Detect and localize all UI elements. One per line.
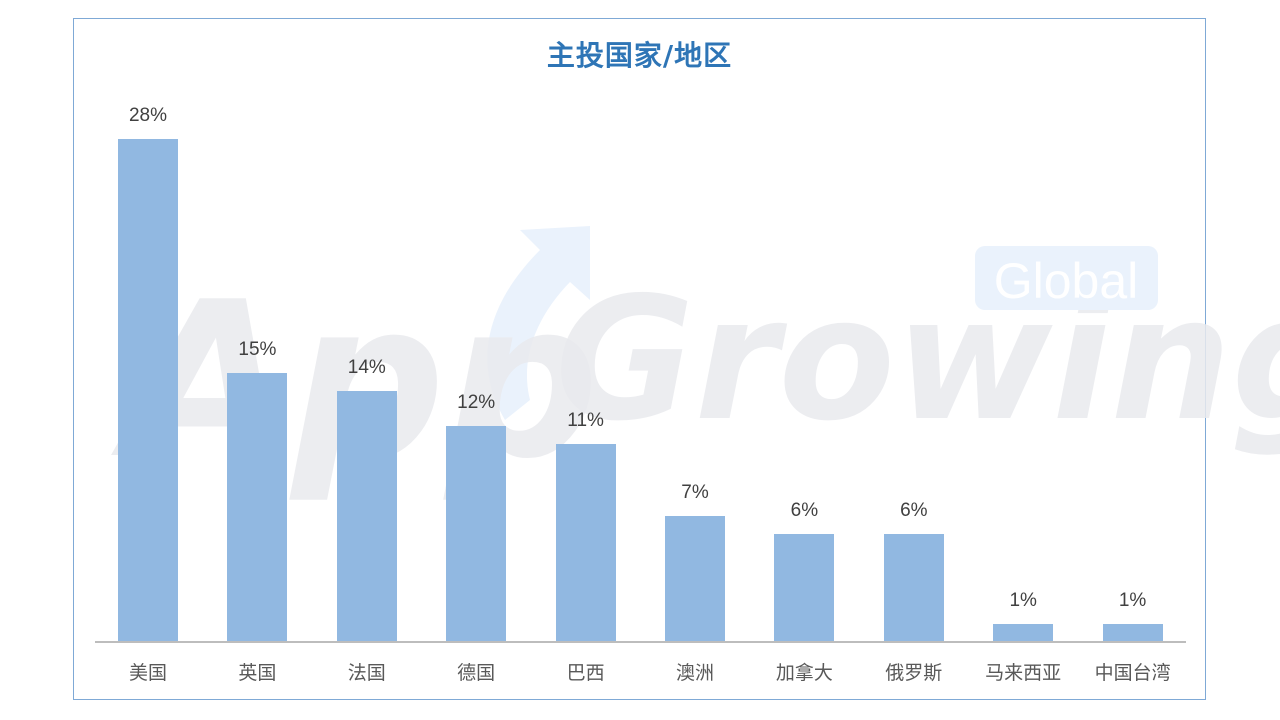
x-axis-line — [95, 641, 1186, 643]
category-label: 德国 — [457, 662, 496, 684]
category-label: 英国 — [238, 662, 277, 684]
data-label: 7% — [681, 482, 709, 504]
category-label: 马来西亚 — [985, 662, 1062, 684]
data-label: 28% — [128, 105, 168, 126]
bar — [665, 516, 725, 642]
bar — [993, 624, 1054, 642]
category-label: 加拿大 — [775, 662, 833, 684]
category-label: 巴西 — [566, 662, 605, 684]
bar — [1102, 624, 1163, 642]
category-label: 美国 — [128, 662, 167, 684]
category-label: 中国台湾 — [1094, 662, 1171, 684]
bar — [227, 372, 288, 642]
data-label: 12% — [457, 392, 496, 414]
data-label: 1% — [1009, 590, 1037, 612]
chart-title: 主投国家/地区 — [546, 39, 733, 72]
bar — [446, 426, 507, 642]
category-label: 法国 — [347, 662, 386, 684]
category-label: 俄罗斯 — [885, 662, 943, 684]
data-label: 1% — [1118, 590, 1147, 612]
data-label: 15% — [238, 338, 277, 360]
bar — [336, 390, 397, 642]
data-label: 6% — [900, 500, 928, 522]
bar — [118, 139, 178, 642]
data-label: 14% — [347, 356, 386, 378]
data-label: 11% — [567, 410, 604, 432]
data-label: 6% — [790, 500, 819, 522]
bar — [774, 534, 835, 642]
bar — [555, 444, 616, 642]
category-label: 澳洲 — [675, 662, 714, 684]
bar — [883, 534, 944, 642]
